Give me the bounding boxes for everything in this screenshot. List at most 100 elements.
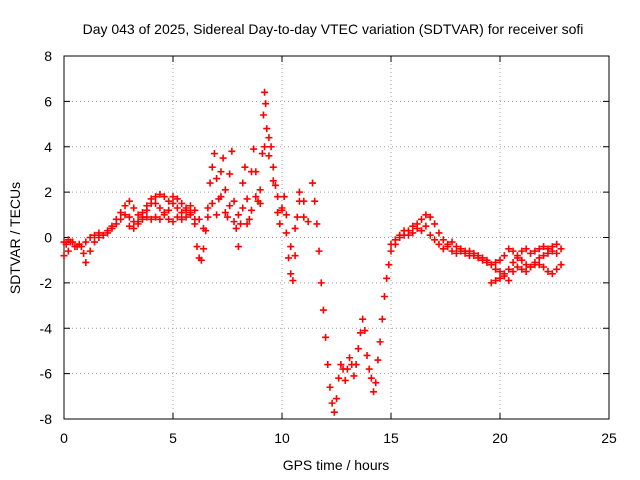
y-tick-label: -6 — [40, 366, 53, 382]
data-point — [152, 213, 160, 221]
data-point — [500, 270, 508, 278]
data-point — [509, 258, 517, 266]
data-point — [226, 202, 234, 210]
grid-lines — [64, 56, 609, 419]
data-point — [200, 224, 208, 232]
data-point — [282, 211, 290, 219]
data-point — [287, 270, 295, 278]
data-point — [152, 199, 160, 207]
data-point — [540, 252, 548, 260]
data-point — [117, 209, 125, 217]
data-point — [431, 220, 439, 228]
data-point — [496, 274, 504, 282]
data-point — [252, 193, 260, 201]
data-point — [204, 204, 212, 212]
data-point — [383, 274, 391, 282]
data-point — [130, 204, 138, 212]
data-point — [354, 345, 362, 353]
data-point — [143, 213, 151, 221]
data-point — [224, 213, 231, 221]
data-point — [138, 215, 146, 223]
data-point — [328, 399, 336, 407]
data-point — [522, 245, 530, 253]
data-point — [496, 256, 504, 264]
data-point — [86, 247, 94, 255]
data-point — [143, 206, 151, 214]
data-point — [278, 204, 286, 212]
data-point — [505, 265, 513, 273]
data-point — [319, 306, 327, 314]
data-point — [265, 134, 273, 142]
data-point — [540, 243, 548, 251]
data-point — [289, 277, 297, 285]
data-point — [117, 215, 125, 223]
data-point — [448, 238, 456, 246]
y-axis-label: SDTVAR / TECUs — [7, 182, 23, 294]
data-point — [252, 168, 260, 176]
data-point — [130, 224, 138, 232]
data-point — [200, 245, 208, 253]
data-point — [197, 256, 205, 264]
data-point — [315, 247, 323, 255]
data-point — [505, 245, 513, 253]
data-point — [287, 243, 295, 251]
data-point — [121, 211, 129, 219]
y-tick-label: 6 — [44, 93, 52, 109]
data-point — [230, 197, 238, 205]
data-point — [492, 265, 500, 273]
data-point — [474, 252, 482, 260]
data-point — [191, 215, 199, 223]
data-point — [267, 143, 275, 151]
data-point — [400, 227, 408, 235]
data-markers — [60, 88, 565, 416]
data-point — [522, 268, 530, 276]
y-tick-label: -2 — [40, 275, 53, 291]
data-point — [291, 224, 299, 232]
data-point — [300, 197, 308, 205]
data-point — [372, 379, 380, 387]
data-point — [343, 365, 351, 373]
data-point — [356, 329, 364, 337]
data-point — [378, 315, 386, 323]
data-point — [444, 240, 452, 248]
data-point — [125, 213, 133, 221]
data-point — [259, 111, 267, 119]
x-tick-label: 20 — [492, 430, 508, 446]
data-point — [479, 254, 487, 262]
data-point — [221, 209, 229, 217]
data-point — [208, 163, 216, 171]
data-point — [173, 213, 181, 221]
data-point — [346, 354, 354, 362]
data-point — [219, 154, 227, 162]
data-point — [435, 240, 443, 248]
data-point — [178, 199, 186, 207]
data-point — [309, 179, 317, 187]
data-point — [313, 220, 321, 228]
data-point — [380, 292, 388, 300]
data-point — [518, 247, 526, 255]
data-point — [370, 388, 378, 396]
data-point — [210, 150, 218, 158]
data-point — [448, 247, 456, 255]
data-point — [178, 209, 186, 217]
data-point — [522, 261, 530, 269]
data-point — [234, 243, 242, 251]
data-point — [470, 249, 478, 257]
data-point — [186, 211, 194, 219]
data-point — [553, 240, 561, 248]
data-point — [439, 236, 447, 244]
data-point — [363, 351, 371, 359]
data-point — [204, 213, 212, 221]
data-point — [165, 206, 173, 214]
data-point — [274, 209, 282, 217]
data-point — [518, 265, 526, 273]
data-point — [82, 258, 90, 266]
data-point — [191, 206, 199, 214]
data-point — [230, 218, 238, 226]
data-point — [265, 152, 273, 160]
data-point — [426, 231, 434, 239]
data-point — [213, 175, 221, 183]
x-axis-label: GPS time / hours — [283, 457, 390, 473]
data-point — [276, 220, 284, 228]
data-point — [239, 204, 247, 212]
